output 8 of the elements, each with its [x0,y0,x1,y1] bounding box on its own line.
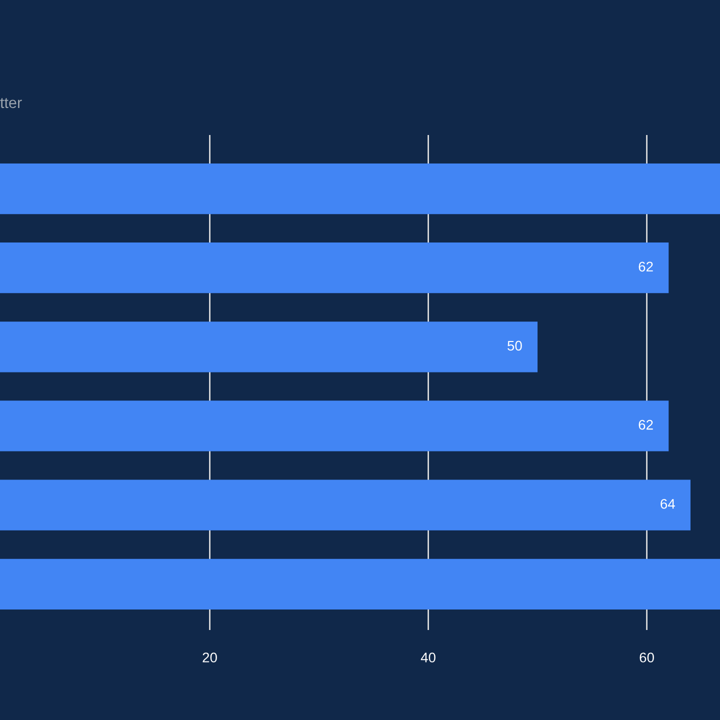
chart-subtitle: tter [0,98,22,108]
data-label: 62 [638,262,653,272]
x-tick-label: 40 [420,652,436,662]
data-label: 64 [660,498,675,509]
data-label: 50 [508,340,522,351]
x-tick-label: 60 [640,652,654,662]
data-label: 62 [638,420,653,430]
x-tick-label: 20 [202,652,217,662]
